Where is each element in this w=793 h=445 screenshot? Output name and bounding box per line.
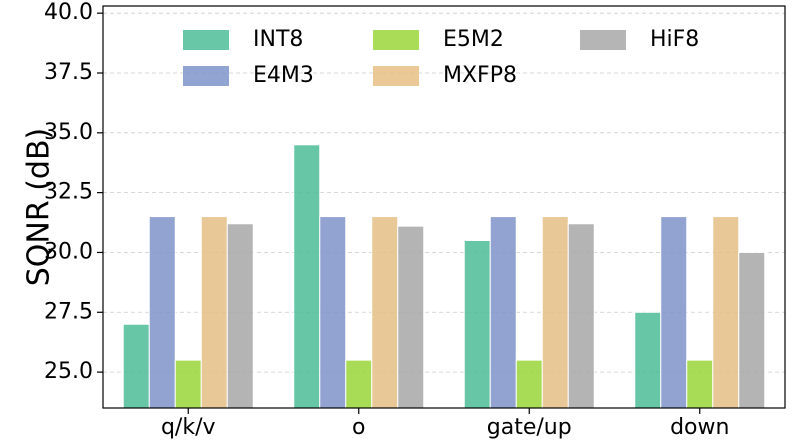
y-tick-label: 27.5 [44,299,93,324]
bar-mxfp8-q-k-v [200,216,228,409]
bar-e5m2-gate-up [515,359,543,409]
legend-label: MXFP8 [443,63,517,88]
y-tick-label: 30.0 [44,239,93,264]
bar-e4m3-down [660,216,688,409]
bar-mxfp8-down [712,216,740,409]
bar-int8-down [634,311,662,409]
y-tick-label: 32.5 [44,180,93,205]
legend-item-mxfp8: MXFP8 [373,63,517,88]
legend-item-int8: INT8 [183,27,303,52]
legend-swatch [580,30,626,50]
legend-swatch [183,30,229,50]
bar-e4m3-gate-up [489,216,517,409]
bar-e5m2-down [686,359,714,409]
bar-e4m3-q-k-v [148,216,176,409]
bar-e5m2-o [345,359,373,409]
legend: INT8 E4M3 E5M2 MXFP8 HiF8 [183,27,699,88]
x-tick-label: down [670,415,729,440]
legend-item-e5m2: E5M2 [373,27,504,52]
bar-mxfp8-o [371,216,399,409]
bar-e4m3-o [319,216,347,409]
bar-int8-q-k-v [122,323,150,409]
legend-label: E4M3 [253,63,314,88]
y-tick-label: 25.0 [44,359,93,384]
bar-int8-o [293,144,321,409]
x-tick-label: o [352,415,365,440]
legend-swatch [183,66,229,86]
legend-item-hif8: HiF8 [580,27,699,52]
legend-swatch [373,66,419,86]
x-axis: q/k/v o gate/up down [161,408,729,440]
legend-label: HiF8 [650,27,699,52]
y-tick-label: 40.0 [44,0,93,25]
y-tick-label: 37.5 [44,60,93,85]
legend-item-e4m3: E4M3 [183,63,314,88]
bar-hif8-o [397,225,425,409]
bar-e5m2-q-k-v [174,359,202,409]
y-axis: 25.0 27.5 30.0 32.5 35.0 37.5 40.0 [44,0,103,384]
y-tick-label: 35.0 [44,120,93,145]
bar-mxfp8-gate-up [541,216,569,409]
bar-hif8-q-k-v [226,223,254,409]
legend-label: E5M2 [443,27,504,52]
bar-hif8-gate-up [567,223,595,409]
legend-swatch [373,30,419,50]
y-axis-title: SQNR (dB) [22,128,57,287]
x-tick-label: q/k/v [161,415,216,440]
legend-label: INT8 [253,27,303,52]
plot-frame [102,5,786,409]
bars-layer [122,144,766,409]
bar-int8-gate-up [463,240,491,409]
x-tick-label: gate/up [487,415,572,440]
bar-hif8-down [738,251,766,409]
